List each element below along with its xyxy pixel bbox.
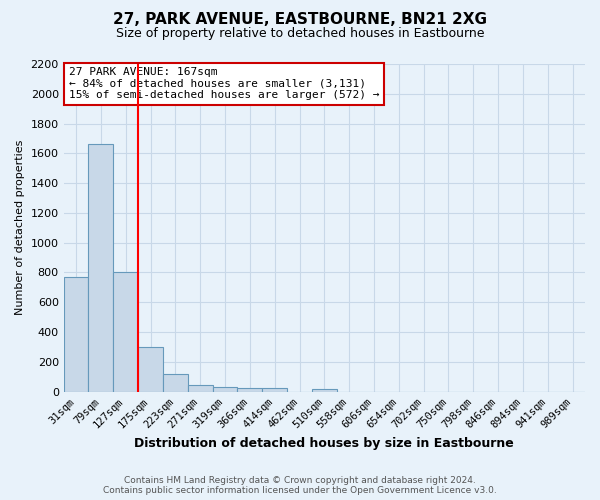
Bar [64, 277, 88, 392]
Bar [262, 388, 287, 392]
Bar [312, 388, 337, 392]
Bar [163, 374, 188, 392]
Bar [88, 144, 113, 392]
Bar [138, 347, 163, 392]
Y-axis label: Number of detached properties: Number of detached properties [15, 140, 25, 316]
Text: 27, PARK AVENUE, EASTBOURNE, BN21 2XG: 27, PARK AVENUE, EASTBOURNE, BN21 2XG [113, 12, 487, 28]
Bar [212, 387, 238, 392]
Text: 27 PARK AVENUE: 167sqm
← 84% of detached houses are smaller (3,131)
15% of semi-: 27 PARK AVENUE: 167sqm ← 84% of detached… [69, 68, 379, 100]
Bar [188, 386, 212, 392]
X-axis label: Distribution of detached houses by size in Eastbourne: Distribution of detached houses by size … [134, 437, 514, 450]
Bar [238, 388, 262, 392]
Text: Contains HM Land Registry data © Crown copyright and database right 2024.
Contai: Contains HM Land Registry data © Crown c… [103, 476, 497, 495]
Text: Size of property relative to detached houses in Eastbourne: Size of property relative to detached ho… [116, 28, 484, 40]
Bar [113, 272, 138, 392]
